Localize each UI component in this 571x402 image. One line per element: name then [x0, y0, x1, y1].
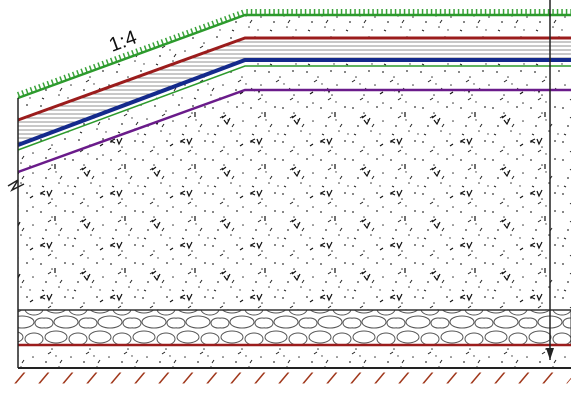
green-thin-line — [17, 65, 571, 151]
sand-layer — [18, 345, 571, 368]
purple-line — [17, 88, 571, 174]
axis-arrow — [546, 348, 554, 360]
rubble-layer — [17, 309, 571, 346]
base-layer — [18, 60, 571, 172]
blue-line — [17, 58, 571, 147]
break-symbol — [7, 179, 25, 192]
grass-marks — [16, 9, 571, 98]
embankment-fill — [18, 90, 571, 310]
green-line — [17, 13, 571, 100]
red-line — [17, 36, 571, 122]
slope-label: 1:4 — [106, 27, 140, 57]
top-soil — [18, 15, 571, 120]
